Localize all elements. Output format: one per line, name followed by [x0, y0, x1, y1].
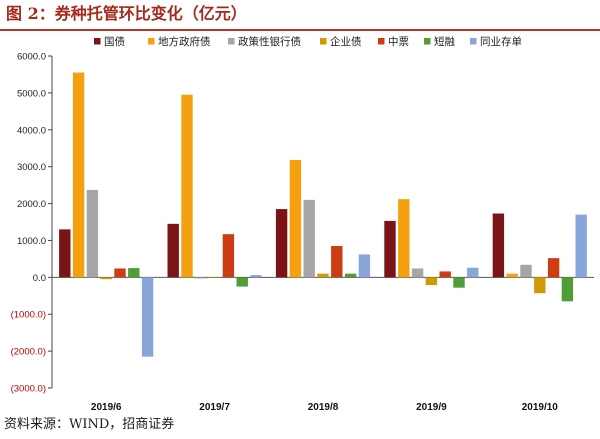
bar: [86, 189, 99, 278]
legend: 国债 地方政府债 政策性银行债 企业债 中票 短融 同业存单: [94, 35, 522, 48]
bar: [439, 271, 451, 278]
legend-swatch: [94, 38, 101, 45]
bar: [275, 209, 288, 278]
legend-swatch: [228, 38, 235, 45]
y-tick-label: 0.0: [33, 273, 46, 284]
bar: [534, 277, 546, 294]
bar: [208, 277, 221, 278]
category-labels: 2019/6 2019/7 2019/8 2019/9 2019/10: [91, 402, 558, 413]
legend-swatch: [424, 38, 431, 45]
source-note: 资料来源：WIND，招商证券: [4, 417, 175, 432]
bar: [575, 214, 587, 278]
y-tick-label: 5000.0: [17, 88, 46, 99]
bar: [331, 245, 343, 278]
legend-item: 企业债: [320, 35, 362, 48]
y-tick-label: 2000.0: [17, 199, 46, 210]
x-category-label: 2019/6: [91, 402, 122, 413]
bar: [100, 277, 112, 280]
y-tick-label: (3000.0): [11, 384, 46, 395]
chart-title: 图 2：券种托管环比变化（亿元）: [6, 4, 247, 23]
bars: [59, 72, 587, 357]
bar-chart: 6000.0 5000.0 4000.0 3000.0 2000.0 1000.0 0.0 (…: [11, 35, 594, 413]
bar: [59, 229, 71, 278]
bar: [467, 267, 479, 278]
legend-swatch: [470, 38, 477, 45]
legend-label: 中票: [388, 35, 409, 48]
bar: [236, 277, 248, 287]
bar: [128, 268, 140, 278]
bar: [195, 277, 207, 279]
x-category-label: 2019/7: [199, 402, 230, 413]
bar: [492, 213, 505, 278]
bar: [167, 223, 179, 278]
legend-swatch: [378, 38, 385, 45]
y-tick-label: 6000.0: [17, 52, 46, 63]
legend-label: 同业存单: [480, 35, 522, 48]
bar: [384, 220, 396, 278]
x-category-label: 2019/9: [416, 402, 447, 413]
legend-item: 政策性银行债: [228, 35, 301, 48]
bar: [181, 94, 193, 278]
bar: [411, 268, 424, 278]
y-tick-label: (2000.0): [11, 347, 46, 358]
legend-label: 地方政府债: [158, 35, 211, 48]
legend-label: 国债: [104, 35, 125, 48]
legend-swatch: [320, 38, 327, 45]
legend-label: 企业债: [330, 35, 362, 48]
legend-item: 地方政府债: [148, 35, 211, 48]
axes: 6000.0 5000.0 4000.0 3000.0 2000.0 1000.0 0.0 (…: [11, 52, 594, 395]
legend-label: 政策性银行债: [238, 35, 301, 48]
bar: [398, 199, 410, 278]
legend-item: 中票: [378, 35, 409, 48]
bar: [358, 254, 371, 278]
x-category-label: 2019/8: [308, 402, 339, 413]
bar: [506, 273, 518, 278]
bar: [547, 258, 560, 278]
y-tick-label: 1000.0: [17, 236, 46, 247]
title-divider: [0, 29, 600, 31]
legend-item: 短融: [424, 35, 455, 48]
legend-item: 国债: [94, 35, 125, 48]
legend-item: 同业存单: [470, 35, 522, 48]
bar: [289, 160, 302, 278]
bar: [317, 273, 329, 278]
bar: [222, 234, 235, 278]
bar: [520, 264, 532, 278]
bar: [72, 72, 85, 278]
bar: [303, 199, 315, 278]
legend-label: 短融: [434, 35, 455, 48]
bar: [344, 273, 357, 278]
y-tick-label: 4000.0: [17, 125, 46, 136]
y-tick-label: (1000.0): [11, 310, 46, 321]
bar: [141, 277, 154, 357]
bar: [561, 277, 574, 302]
y-tick-label: 3000.0: [17, 162, 46, 173]
bar: [250, 275, 262, 278]
bar: [453, 277, 465, 288]
legend-swatch: [148, 38, 155, 45]
bar: [114, 268, 126, 278]
x-category-label: 2019/10: [522, 402, 559, 413]
bar: [425, 277, 438, 286]
